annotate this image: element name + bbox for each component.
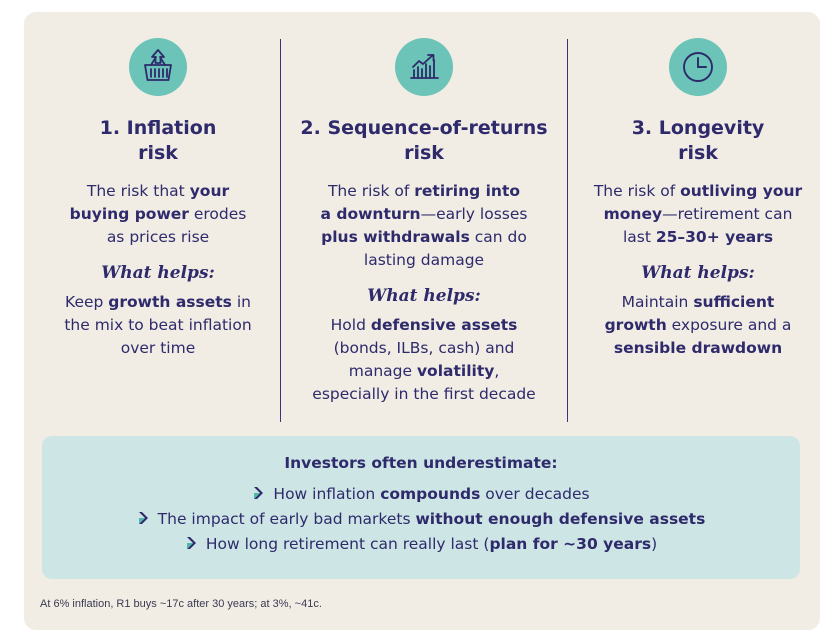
icon-badge [395, 38, 453, 96]
text-line: growth exposure and a [604, 316, 792, 334]
underestimate-callout: Investors often underestimate: How infla… [42, 436, 800, 579]
text-line: plus withdrawals can do [321, 228, 527, 246]
risk-title: 1. Inflation risk [99, 117, 217, 164]
column-divider-1 [280, 39, 281, 422]
text-line: The risk of outliving your [593, 182, 803, 200]
text-line: money—retirement can [603, 205, 793, 223]
chevron-right-icon [186, 537, 196, 549]
text-line: sensible drawdown [613, 339, 783, 357]
text-line: last 25–30+ years [622, 228, 774, 246]
text-line: The risk of retiring into [327, 182, 521, 200]
text-line: the mix to beat inflation [64, 316, 252, 334]
callout-bullet: How long retirement can really last (pla… [42, 532, 800, 557]
callout-bullet: The impact of early bad markets without … [42, 507, 800, 532]
rising-chart-icon [410, 54, 439, 79]
text-line: manage volatility, [348, 362, 500, 380]
shopping-basket-icon [144, 49, 172, 81]
what-helps-label: What helps: [641, 263, 755, 283]
chevron-right-icon [254, 487, 264, 499]
what-helps-text: Keep growth assets in the mix to beat inf… [40, 291, 276, 360]
text-line: Maintain sufficient [621, 293, 775, 311]
risk-column-inflation: 1. Inflation risk The risk that your buyi… [40, 38, 276, 360]
text-line: especially in the first decade [312, 385, 536, 403]
what-helps-label: What helps: [101, 263, 215, 283]
risk-description: The risk of retiring into a downturn—earl… [286, 180, 562, 272]
text-line: a downturn—early losses [320, 205, 528, 223]
column-divider-2 [567, 39, 568, 422]
icon-badge [669, 38, 727, 96]
icon-badge [129, 38, 187, 96]
risk-title: 2. Sequence-of-returns risk [300, 117, 548, 164]
risk-description: The risk that your buying power erodes as … [40, 180, 276, 249]
risk-column-sequence: 2. Sequence-of-returns risk The risk of … [286, 38, 562, 406]
text-line: buying power erodes [69, 205, 247, 223]
clock-icon [683, 52, 713, 82]
text-line: as prices rise [106, 228, 210, 246]
text-line: (bonds, ILBs, cash) and [333, 339, 515, 357]
risk-title: 3. Longevity risk [631, 117, 765, 164]
what-helps-text: Maintain sufficient growth exposure and a… [572, 291, 824, 360]
callout-bullet: How inflation compounds over decades [42, 482, 800, 507]
chevron-right-icon [138, 512, 148, 524]
text-line: lasting damage [363, 251, 485, 269]
risk-column-longevity: 3. Longevity risk The risk of outliving … [572, 38, 824, 360]
text-line: The risk that your [86, 182, 230, 200]
risk-description: The risk of outliving your money—retireme… [572, 180, 824, 249]
callout-title: Investors often underestimate: [284, 454, 558, 472]
text-line: Keep growth assets in [65, 293, 251, 311]
what-helps-label: What helps: [367, 286, 481, 306]
what-helps-text: Hold defensive assets (bonds, ILBs, cash)… [286, 314, 562, 406]
text-line: Hold defensive assets [330, 316, 518, 334]
text-line: over time [120, 339, 196, 357]
footnote: At 6% inflation, R1 buys ~17c after 30 y… [40, 598, 322, 610]
